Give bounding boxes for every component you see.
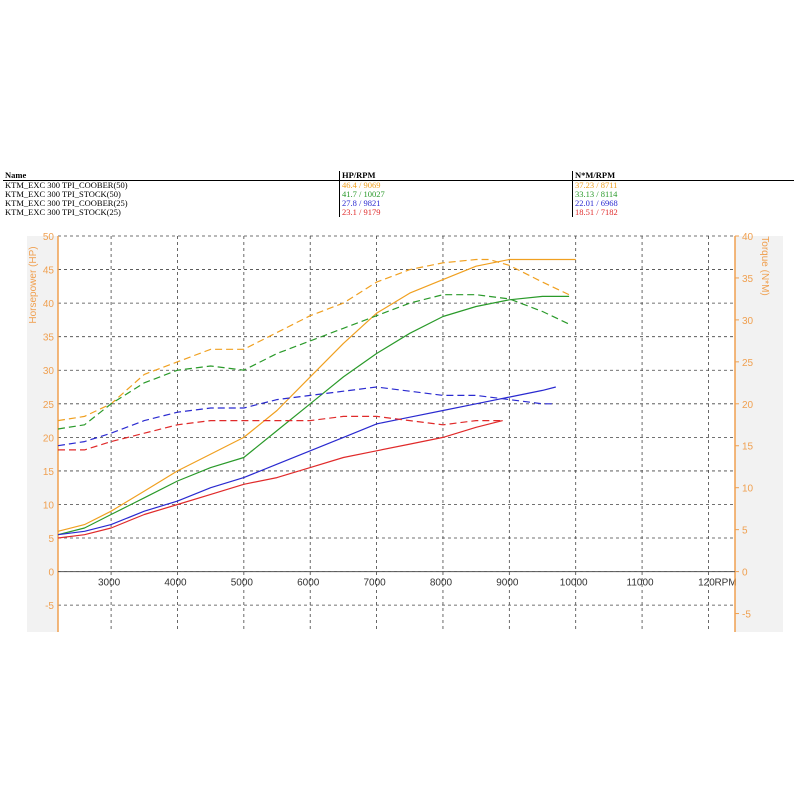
legend-hp-value: 41.7 / 10027: [339, 189, 573, 199]
x-axis-unit: RPM: [714, 578, 736, 589]
legend-hp-value: 46.4 / 9069: [339, 180, 573, 190]
nm-peak-rpm: 8711: [600, 180, 618, 190]
legend-hp-value: 27.8 / 9821: [339, 198, 573, 208]
legend-hp-value: 23.1 / 9179: [339, 207, 573, 217]
hp-peak-rpm: 9821: [363, 198, 381, 208]
y2-tick-label: 15: [742, 442, 754, 453]
hp-peak: 27.8: [342, 198, 357, 208]
y-tick-label: 45: [43, 266, 55, 277]
hp-peak-rpm: 9179: [363, 207, 381, 217]
legend-row: KTM_EXC 300 TPI_STOCK(25) 23.1 / 9179 18.5…: [3, 208, 794, 217]
x-tick-label: 11000: [627, 578, 655, 589]
legend-header-hp: HP/RPM: [339, 171, 573, 181]
hp-peak: 41.7: [342, 189, 357, 199]
nm-peak: 22.01: [575, 198, 595, 208]
x-tick-label: 3000: [98, 578, 121, 589]
legend-header-name: Name: [3, 171, 340, 181]
torque-series-line: [57, 294, 570, 430]
x-tick-label: 5000: [231, 578, 254, 589]
y-tick-label: 50: [43, 232, 55, 243]
legend-nm-value: 37.23 / 8711: [572, 180, 794, 190]
y2-tick-label: 35: [742, 274, 754, 285]
y2-tick-label: 5: [742, 526, 748, 537]
y-tick-label: 10: [43, 500, 55, 511]
y2-axis-title: Torque (N*M): [759, 236, 770, 295]
y-tick-label: 40: [43, 299, 55, 310]
legend-nm-value: 18.51 / 7182: [572, 207, 794, 217]
y2-tick-label: 40: [742, 232, 754, 243]
x-tick-label: 9000: [496, 578, 519, 589]
hp-peak-rpm: 10027: [363, 189, 385, 199]
hp-series-line: [57, 386, 556, 536]
legend-header-nm: N*M/RPM: [572, 171, 794, 181]
y-tick-label: 15: [43, 467, 55, 478]
nm-peak-rpm: 6968: [600, 198, 618, 208]
x-tick-label: 6000: [297, 578, 320, 589]
hp-peak: 46.4: [342, 180, 357, 190]
y-tick-label: 5: [48, 534, 54, 545]
x-tick-label: 120: [698, 578, 715, 589]
y-tick-label: -5: [45, 601, 54, 612]
torque-series-line: [57, 386, 556, 447]
legend-series-name: KTM_EXC 300 TPI_COOBER(50): [5, 180, 128, 190]
hp-peak-rpm: 9069: [363, 180, 381, 190]
nm-peak: 33.13: [575, 189, 595, 199]
nm-peak: 18.51: [575, 207, 595, 217]
x-tick-label: 4000: [164, 578, 187, 589]
y2-tick-label: -5: [742, 610, 751, 621]
legend-nm-value: 33.13 / 8114: [572, 189, 794, 199]
legend-row: KTM_EXC 300 TPI_STOCK(50) 41.7 / 10027 33.…: [3, 190, 794, 199]
legend-row: KTM_EXC 300 TPI_COOBER(50) 46.4 / 9069 37.…: [3, 180, 794, 190]
y-axis-title: Horsepower (HP): [28, 246, 39, 323]
nm-peak-rpm: 8114: [600, 189, 618, 199]
legend-series-name: KTM_EXC 300 TPI_STOCK(50): [5, 189, 121, 199]
y2-tick-label: 0: [742, 568, 748, 579]
y-tick-label: 30: [43, 366, 55, 377]
x-tick-label: 10000: [560, 578, 588, 589]
y2-tick-label: 25: [742, 358, 754, 369]
nm-peak-rpm: 7182: [600, 207, 618, 217]
hp-series-line: [57, 295, 570, 536]
x-tick-label: 8000: [430, 578, 453, 589]
y-tick-label: 20: [43, 433, 55, 444]
nm-peak: 37.23: [575, 180, 595, 190]
legend-table: Name HP/RPM N*M/RPM KTM_EXC 300 TPI_COOB…: [3, 171, 794, 217]
x-tick-label: 7000: [363, 578, 386, 589]
plot-area: [58, 236, 735, 632]
hp-series-line: [57, 258, 576, 532]
legend-series-name: KTM_EXC 300 TPI_COOBER(25): [5, 198, 128, 208]
y-tick-label: 0: [48, 568, 54, 579]
hp-peak: 23.1: [342, 207, 357, 217]
y2-tick-label: 10: [742, 484, 754, 495]
hp-series-line: [57, 420, 503, 539]
legend-nm-value: 22.01 / 6968: [572, 198, 794, 208]
legend-row: KTM_EXC 300 TPI_COOBER(25) 27.8 / 9821 22.…: [3, 199, 794, 208]
y-tick-label: 35: [43, 333, 55, 344]
y2-tick-label: 20: [742, 400, 754, 411]
torque-series-line: [58, 415, 503, 451]
y2-tick-label: 30: [742, 316, 754, 327]
legend-series-name: KTM_EXC 300 TPI_STOCK(25): [5, 207, 121, 217]
y-tick-label: 25: [43, 400, 55, 411]
torque-series-line: [57, 258, 570, 422]
